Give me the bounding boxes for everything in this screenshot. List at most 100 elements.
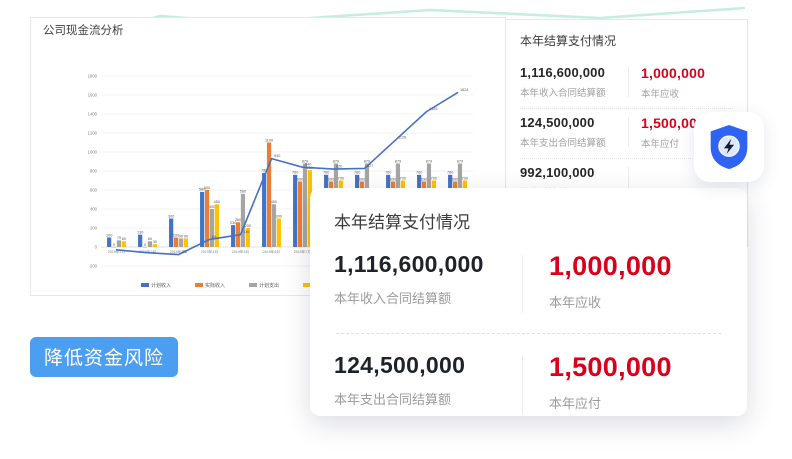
- svg-text:60: 60: [148, 237, 152, 241]
- svg-text:700: 700: [400, 176, 406, 180]
- expense-settlement-label: 本年支出合同结算额: [520, 138, 606, 149]
- settlement-popup-card: 本年结算支付情况 1,116,600,000 本年收入合同结算额 1,000,0…: [310, 188, 747, 416]
- svg-text:2019年6月: 2019年6月: [263, 249, 280, 254]
- svg-text:879: 879: [457, 159, 463, 163]
- divider: [628, 167, 629, 197]
- dotted-divider: [520, 158, 733, 159]
- svg-text:200: 200: [90, 226, 98, 231]
- popup-receivable-label: 本年应收: [549, 295, 602, 310]
- svg-text:879: 879: [333, 159, 339, 163]
- popup-receivable-value: 1,000,000: [549, 251, 672, 281]
- svg-text:800: 800: [90, 169, 98, 174]
- svg-text:2019年4月: 2019年4月: [201, 249, 218, 254]
- svg-text:760: 760: [385, 171, 391, 175]
- svg-text:90: 90: [184, 234, 188, 238]
- svg-text:760: 760: [292, 171, 298, 175]
- svg-text:879: 879: [395, 159, 401, 163]
- svg-text:560: 560: [240, 190, 246, 194]
- svg-text:-200: -200: [89, 264, 98, 269]
- svg-text:实际收入: 实际收入: [205, 282, 225, 289]
- svg-text:1200: 1200: [88, 131, 98, 136]
- popup-row-expense: 124,500,000 本年支出合同结算额 1,500,000 本年应付: [334, 352, 723, 414]
- svg-text:700: 700: [431, 176, 437, 180]
- receivable-label: 本年应收: [641, 89, 680, 100]
- expense-settlement-value: 124,500,000: [520, 115, 595, 130]
- svg-text:100: 100: [106, 233, 112, 237]
- svg-text:300: 300: [276, 214, 282, 218]
- payable-label: 本年应付: [641, 139, 680, 150]
- balance-value: 992,100,000: [520, 165, 595, 180]
- popup-expense-settlement-label: 本年支出合同结算额: [334, 392, 452, 407]
- divider: [628, 67, 629, 97]
- svg-text:840: 840: [305, 163, 311, 167]
- income-settlement-value: 1,116,600,000: [520, 65, 606, 80]
- svg-text:700: 700: [338, 176, 344, 180]
- svg-text:-80: -80: [181, 250, 187, 254]
- income-settlement-label: 本年收入合同结算额: [520, 88, 606, 99]
- svg-text:879: 879: [426, 159, 432, 163]
- svg-text:700: 700: [462, 176, 468, 180]
- svg-text:计划收入: 计划收入: [151, 282, 171, 289]
- svg-text:260: 260: [235, 218, 241, 222]
- svg-text:690: 690: [297, 177, 303, 181]
- popup-income-settlement-label: 本年收入合同结算额: [334, 291, 452, 306]
- popup-income-settlement-value: 1,116,600,000: [334, 251, 484, 277]
- svg-text:760: 760: [416, 171, 422, 175]
- svg-text:2019年1月: 2019年1月: [108, 249, 125, 254]
- svg-text:1126: 1126: [398, 136, 406, 140]
- divider: [522, 356, 523, 414]
- shield-lightning-icon: [710, 125, 748, 169]
- svg-text:90: 90: [179, 234, 183, 238]
- svg-text:760: 760: [323, 171, 329, 175]
- svg-text:130: 130: [243, 230, 249, 234]
- popup-payable-value: 1,500,000: [549, 352, 672, 382]
- svg-text:450: 450: [214, 200, 220, 204]
- svg-text:600: 600: [90, 188, 98, 193]
- svg-text:760: 760: [354, 171, 360, 175]
- svg-text:820: 820: [336, 165, 342, 169]
- svg-text:690: 690: [328, 177, 334, 181]
- svg-text:580: 580: [199, 188, 205, 192]
- payable-value: 1,500,000: [641, 115, 706, 131]
- receivable-value: 1,000,000: [641, 65, 706, 81]
- svg-text:760: 760: [447, 171, 453, 175]
- svg-text:879: 879: [364, 159, 370, 163]
- svg-text:2019年5月: 2019年5月: [232, 249, 249, 254]
- dashed-divider: [336, 333, 721, 334]
- svg-text:827: 827: [367, 164, 373, 168]
- svg-text:130: 130: [137, 230, 143, 234]
- svg-text:300: 300: [168, 214, 174, 218]
- svg-text:0: 0: [144, 243, 146, 247]
- svg-text:690: 690: [359, 177, 365, 181]
- svg-text:200: 200: [245, 224, 251, 228]
- svg-text:计划支出: 计划支出: [259, 282, 279, 289]
- svg-text:100: 100: [173, 233, 179, 237]
- popup-row-income: 1,116,600,000 本年收入合同结算额 1,000,000 本年应收: [334, 251, 723, 313]
- divider: [628, 117, 629, 147]
- stats-card-title: 本年结算支付情况: [520, 34, 617, 48]
- popup-expense-settlement-value: 124,500,000: [334, 352, 466, 378]
- stat-row-expense: 124,500,000 本年支出合同结算额 1,500,000 本年应付: [520, 109, 733, 158]
- svg-text:600: 600: [204, 186, 210, 190]
- svg-text:690: 690: [452, 177, 458, 181]
- svg-text:30: 30: [153, 240, 157, 244]
- svg-text:2019年2月: 2019年2月: [139, 249, 156, 254]
- risk-reduction-badge: 降低资金风险: [30, 337, 179, 377]
- svg-text:1000: 1000: [88, 150, 98, 155]
- svg-text:70: 70: [117, 236, 121, 240]
- dotted-divider: [520, 108, 733, 109]
- popup-title: 本年结算支付情况: [334, 213, 470, 232]
- stat-row-income: 1,116,600,000 本年收入合同结算额 1,000,000 本年应收: [520, 59, 733, 108]
- svg-text:2019年3月: 2019年3月: [170, 249, 187, 254]
- svg-text:400: 400: [209, 205, 215, 209]
- svg-text:1425: 1425: [429, 107, 437, 111]
- svg-text:450: 450: [271, 200, 277, 204]
- svg-text:0: 0: [113, 243, 115, 247]
- svg-text:60: 60: [122, 237, 126, 241]
- svg-text:1600: 1600: [88, 93, 98, 98]
- svg-text:690: 690: [390, 177, 396, 181]
- divider: [522, 255, 523, 313]
- svg-text:930: 930: [274, 154, 280, 158]
- svg-text:879: 879: [302, 159, 308, 163]
- svg-text:690: 690: [421, 177, 427, 181]
